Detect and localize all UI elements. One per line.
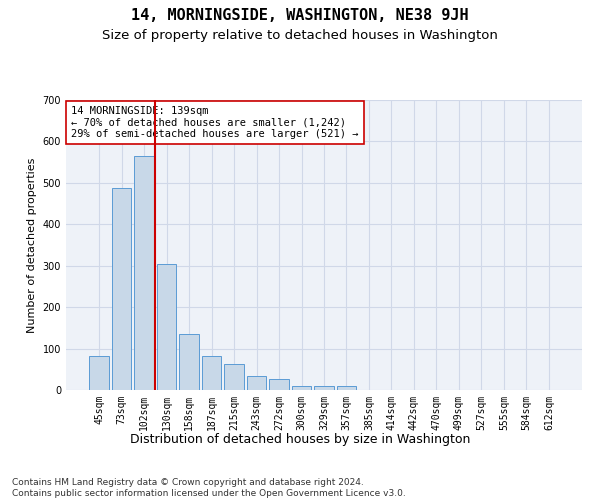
Bar bbox=[337, 386, 356, 390]
Text: 14 MORNINGSIDE: 139sqm
← 70% of detached houses are smaller (1,242)
29% of semi-: 14 MORNINGSIDE: 139sqm ← 70% of detached… bbox=[71, 106, 359, 139]
Bar bbox=[202, 356, 221, 390]
Bar bbox=[89, 356, 109, 390]
Bar bbox=[157, 264, 176, 390]
Bar bbox=[314, 386, 334, 390]
Bar bbox=[269, 379, 289, 390]
Bar bbox=[134, 156, 154, 390]
Text: 14, MORNINGSIDE, WASHINGTON, NE38 9JH: 14, MORNINGSIDE, WASHINGTON, NE38 9JH bbox=[131, 8, 469, 22]
Text: Contains HM Land Registry data © Crown copyright and database right 2024.
Contai: Contains HM Land Registry data © Crown c… bbox=[12, 478, 406, 498]
Bar bbox=[112, 188, 131, 390]
Text: Size of property relative to detached houses in Washington: Size of property relative to detached ho… bbox=[102, 29, 498, 42]
Text: Distribution of detached houses by size in Washington: Distribution of detached houses by size … bbox=[130, 432, 470, 446]
Y-axis label: Number of detached properties: Number of detached properties bbox=[27, 158, 37, 332]
Bar bbox=[247, 376, 266, 390]
Bar bbox=[292, 386, 311, 390]
Bar bbox=[179, 334, 199, 390]
Bar bbox=[224, 364, 244, 390]
